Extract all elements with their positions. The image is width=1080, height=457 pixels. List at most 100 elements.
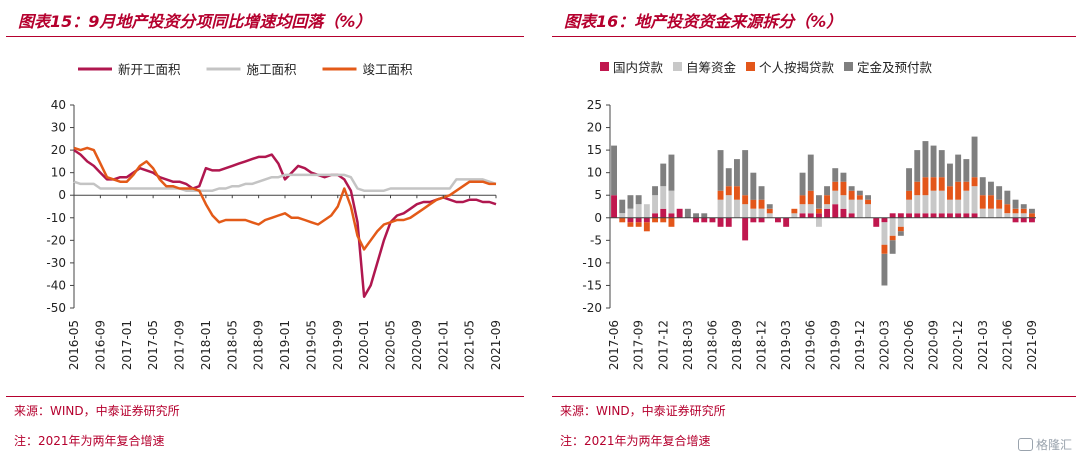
bar-segment-4 (652, 186, 658, 196)
y-tick-label: -10 (46, 211, 66, 225)
bar-segment-1 (783, 217, 790, 227)
x-tick-label: 2018-09 (252, 320, 266, 370)
series-line-2 (73, 173, 497, 192)
legend-swatch-2 (673, 62, 682, 71)
bar-segment-3 (897, 226, 904, 232)
bar-segment-1 (1012, 217, 1019, 223)
bar-segment-2 (856, 199, 863, 218)
bar-segment-3 (725, 186, 732, 196)
left-title-rule (6, 36, 524, 37)
bar-segment-1 (922, 213, 929, 218)
y-tick-label: 10 (51, 166, 66, 180)
bar-segment-2 (930, 190, 937, 214)
bar-segment-3 (816, 208, 822, 214)
x-tick-label: 2017-09 (632, 320, 646, 370)
bar-segment-1 (750, 217, 757, 223)
bar-segment-2 (791, 213, 798, 218)
bar-segment-2 (619, 213, 626, 218)
bar-segment-1 (693, 217, 699, 223)
bar-segment-4 (1012, 199, 1019, 209)
bar-segment-4 (611, 145, 617, 196)
bar-segment-4 (1004, 190, 1011, 205)
bar-segment-2 (889, 217, 896, 236)
bar-segment-4 (906, 168, 912, 191)
series-line-1 (73, 149, 497, 298)
y-tick-label: -20 (46, 233, 66, 247)
y-tick-label: -5 (590, 233, 602, 247)
bar-segment-1 (824, 208, 830, 218)
legend-label-1: 国内贷款 (613, 60, 664, 75)
bar-segment-3 (652, 217, 658, 223)
bar-segment-4 (816, 195, 822, 209)
y-tick-label: -50 (46, 301, 66, 315)
bar-segment-2 (947, 199, 953, 214)
bar-segment-3 (955, 181, 962, 200)
y-tick-label: -40 (46, 278, 66, 292)
x-tick-label: 2019-09 (828, 320, 842, 370)
bar-segment-1 (938, 213, 945, 218)
bar-segment-4 (881, 253, 888, 286)
x-tick-label: 2017-06 (607, 320, 621, 370)
bar-segment-4 (971, 136, 978, 178)
right-chart-title: 图表16：地产投资资金来源拆分（%） (564, 12, 843, 31)
bar-segment-2 (660, 186, 667, 209)
bar-segment-1 (717, 217, 724, 227)
bar-segment-1 (832, 204, 839, 218)
legend-swatch-4 (844, 62, 853, 71)
bar-segment-3 (971, 177, 978, 187)
bar-segment-1 (955, 213, 962, 218)
y-tick-label: 20 (587, 121, 602, 135)
bar-segment-4 (725, 168, 732, 187)
bar-segment-2 (635, 204, 642, 218)
bar-segment-3 (856, 195, 863, 200)
x-tick-label: 2021-05 (463, 320, 477, 370)
bar-segment-1 (701, 217, 708, 223)
bar-segment-4 (750, 172, 757, 200)
bar-segment-2 (979, 208, 986, 218)
bar-segment-3 (734, 186, 740, 200)
legend-label-4: 定金及预付款 (857, 60, 933, 75)
bar-segment-4 (947, 163, 953, 187)
bar-segment-4 (701, 213, 708, 218)
x-tick-label: 2021-09 (1025, 320, 1039, 370)
x-tick-label: 2017-12 (656, 320, 670, 370)
x-tick-label: 2017-01 (120, 320, 134, 370)
y-tick-label: 15 (587, 143, 602, 157)
y-tick-label: 10 (587, 166, 602, 180)
bar-segment-1 (947, 213, 953, 218)
bar-segment-4 (988, 181, 994, 196)
right-source-note: 来源：WIND，中泰证券研究所 (560, 404, 726, 418)
bar-segment-4 (619, 199, 626, 214)
bar-segment-4 (824, 186, 830, 196)
x-tick-label: 2018-03 (681, 320, 695, 370)
bar-segment-3 (930, 177, 937, 191)
x-tick-label: 2020-01 (357, 320, 371, 370)
bar-segment-3 (963, 181, 970, 191)
left-source-note: 来源：WIND，中泰证券研究所 (14, 404, 180, 418)
y-tick-label: -30 (46, 256, 66, 270)
x-tick-label: 2021-06 (1000, 320, 1014, 370)
y-tick-label: 40 (51, 98, 66, 112)
bar-segment-3 (807, 190, 814, 205)
bar-segment-2 (840, 195, 847, 209)
left-chart-title: 图表15：9月地产投资分项同比增速均回落（%） (18, 12, 372, 31)
right-remark-note: 注：2021年为两年复合增速 (560, 434, 711, 448)
bar-segment-4 (734, 159, 740, 187)
bar-segment-1 (1029, 217, 1035, 223)
bar-segment-4 (930, 145, 937, 178)
x-tick-label: 2021-01 (436, 320, 450, 370)
bar-segment-1 (963, 213, 970, 218)
y-tick-label: 0 (594, 211, 602, 225)
bar-segment-3 (1012, 208, 1019, 214)
bar-segment-4 (807, 154, 814, 191)
bar-segment-2 (914, 195, 921, 214)
x-tick-label: 2017-05 (146, 320, 160, 370)
y-tick-label: -20 (582, 301, 602, 315)
bar-segment-3 (996, 199, 1003, 209)
bar-segment-2 (799, 204, 806, 214)
legend-label-3: 竣工面积 (363, 62, 413, 77)
bar-segment-3 (668, 217, 675, 227)
bar-segment-4 (889, 240, 896, 254)
x-tick-label: 2019-03 (779, 320, 793, 370)
bar-segment-4 (627, 195, 634, 209)
